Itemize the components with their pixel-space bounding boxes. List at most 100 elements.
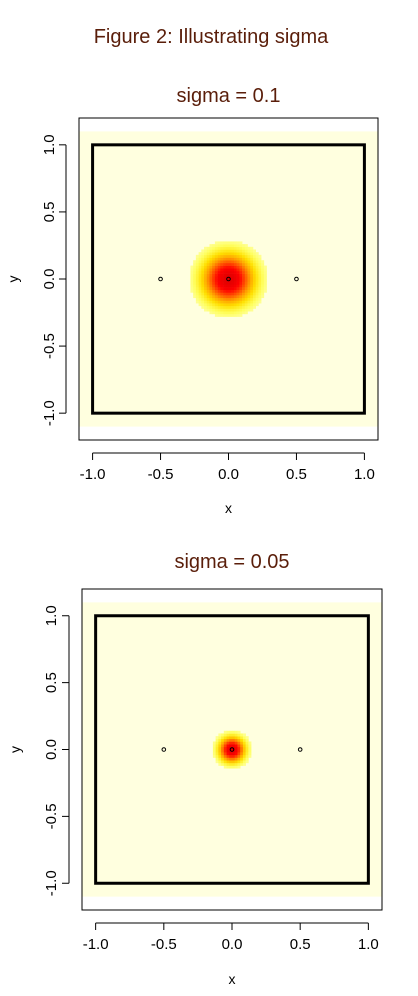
heat-cell	[233, 241, 237, 245]
heat-cell	[223, 752, 227, 756]
heat-cell	[190, 279, 194, 282]
heat-cell	[201, 284, 205, 288]
heat-cell	[233, 260, 237, 264]
heat-cell	[231, 303, 235, 307]
heat-cell	[237, 749, 241, 753]
heat-cell	[214, 295, 218, 299]
heat-cell	[220, 303, 224, 307]
y-tick-label: 1.0	[43, 605, 60, 626]
heat-cell	[217, 284, 221, 288]
heat-cell	[212, 252, 216, 256]
heat-cell	[250, 303, 254, 307]
y-tick-label: -1.0	[41, 400, 58, 426]
heat-cell	[226, 746, 230, 750]
heat-cell	[232, 754, 236, 758]
heat-cell	[252, 297, 256, 301]
heat-cell	[236, 244, 240, 248]
heat-cell	[261, 279, 265, 282]
heat-cell	[242, 254, 246, 258]
heat-cell	[239, 252, 243, 256]
heat-cell	[244, 308, 248, 312]
heat-cell	[201, 252, 205, 256]
heat-cell	[198, 292, 202, 296]
heat-cell	[263, 268, 267, 272]
x-tick-label: -1.0	[80, 466, 106, 483]
heat-cell	[261, 289, 265, 293]
heat-cell	[242, 762, 246, 766]
heat-cell	[242, 305, 246, 309]
heat-cell	[201, 260, 205, 264]
heat-cell	[245, 757, 249, 761]
heat-cell	[242, 260, 246, 264]
heat-cell	[255, 257, 259, 261]
heat-cell	[195, 260, 199, 264]
heat-cell	[223, 749, 227, 753]
heat-cell	[261, 273, 265, 277]
heat-cell	[221, 762, 225, 766]
heat-cell	[193, 281, 197, 285]
heat-cell	[212, 749, 216, 753]
heat-cell	[255, 292, 259, 296]
heat-cell	[228, 246, 232, 250]
heat-cell	[233, 270, 237, 274]
heat-cell	[226, 754, 230, 758]
heat-cell	[242, 270, 246, 274]
heat-cell	[252, 262, 256, 266]
heat-cell	[228, 300, 232, 304]
heat-cell	[226, 733, 230, 737]
heat-cell	[247, 287, 251, 291]
heat-cell	[258, 276, 262, 280]
x-tick-label: -0.5	[151, 936, 177, 953]
heat-cell	[247, 262, 251, 266]
heat-cell	[198, 260, 202, 264]
heat-cell	[244, 244, 248, 248]
heat-cell	[233, 254, 237, 258]
heat-cell	[242, 244, 246, 248]
heat-cell	[250, 276, 254, 280]
heat-cell	[195, 289, 199, 293]
x-tick-label: -1.0	[83, 936, 109, 953]
heat-cell	[252, 295, 256, 299]
heat-cell	[220, 276, 224, 280]
heat-cell	[240, 744, 244, 748]
heat-cell	[201, 289, 205, 293]
heat-cell	[244, 246, 248, 250]
heat-cell	[223, 754, 227, 758]
heat-cell	[229, 736, 233, 740]
heat-cell	[212, 297, 216, 301]
heat-cell	[244, 300, 248, 304]
heat-cell	[206, 289, 210, 293]
heat-cell	[231, 279, 235, 282]
heat-cell	[258, 273, 262, 277]
heat-cell	[228, 270, 232, 274]
heat-cell	[225, 305, 229, 309]
heat-cell	[234, 730, 238, 734]
heat-cell	[239, 300, 243, 304]
heat-cell	[239, 276, 243, 280]
heat-cell	[209, 279, 213, 282]
heat-cell	[212, 289, 216, 293]
heat-cell	[221, 752, 225, 756]
heat-cell	[204, 281, 208, 285]
heat-cell	[237, 733, 241, 737]
heat-cell	[244, 249, 248, 253]
heat-cell	[242, 760, 246, 764]
heat-cell	[193, 284, 197, 288]
heat-cell	[247, 295, 251, 299]
heat-cell	[190, 281, 194, 285]
heat-cell	[242, 281, 246, 285]
heat-cell	[217, 311, 221, 315]
y-tick-label: -0.5	[41, 333, 58, 359]
heat-cell	[221, 736, 225, 740]
heat-cell	[225, 260, 229, 264]
heat-cell	[198, 252, 202, 256]
heat-cell	[217, 241, 221, 245]
heat-cell	[258, 287, 262, 291]
heat-cell	[198, 273, 202, 277]
heat-cell	[252, 268, 256, 272]
heat-cell	[190, 289, 194, 293]
heat-cell	[250, 297, 254, 301]
heat-cell	[258, 260, 262, 264]
heat-cell	[231, 262, 235, 266]
heat-cell	[214, 249, 218, 253]
